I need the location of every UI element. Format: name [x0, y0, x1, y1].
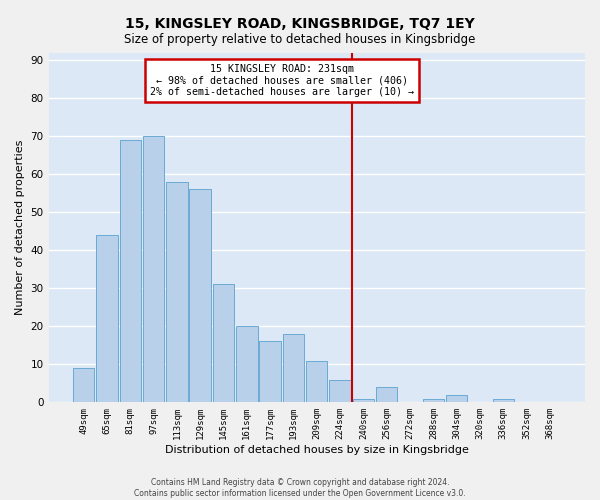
Bar: [329, 380, 351, 402]
Bar: [422, 398, 444, 402]
Bar: [259, 342, 281, 402]
Bar: [143, 136, 164, 402]
Bar: [190, 190, 211, 402]
Text: Contains HM Land Registry data © Crown copyright and database right 2024.
Contai: Contains HM Land Registry data © Crown c…: [134, 478, 466, 498]
Bar: [213, 284, 234, 403]
Bar: [446, 394, 467, 402]
Bar: [493, 398, 514, 402]
Bar: [166, 182, 188, 402]
Bar: [376, 387, 397, 402]
Bar: [306, 360, 328, 403]
Text: Size of property relative to detached houses in Kingsbridge: Size of property relative to detached ho…: [124, 32, 476, 46]
Text: 15 KINGSLEY ROAD: 231sqm
← 98% of detached houses are smaller (406)
2% of semi-d: 15 KINGSLEY ROAD: 231sqm ← 98% of detach…: [150, 64, 414, 97]
Bar: [353, 398, 374, 402]
Bar: [283, 334, 304, 402]
Bar: [236, 326, 257, 402]
Y-axis label: Number of detached properties: Number of detached properties: [15, 140, 25, 315]
Text: 15, KINGSLEY ROAD, KINGSBRIDGE, TQ7 1EY: 15, KINGSLEY ROAD, KINGSBRIDGE, TQ7 1EY: [125, 18, 475, 32]
Bar: [119, 140, 141, 402]
X-axis label: Distribution of detached houses by size in Kingsbridge: Distribution of detached houses by size …: [165, 445, 469, 455]
Bar: [73, 368, 94, 402]
Bar: [96, 235, 118, 402]
